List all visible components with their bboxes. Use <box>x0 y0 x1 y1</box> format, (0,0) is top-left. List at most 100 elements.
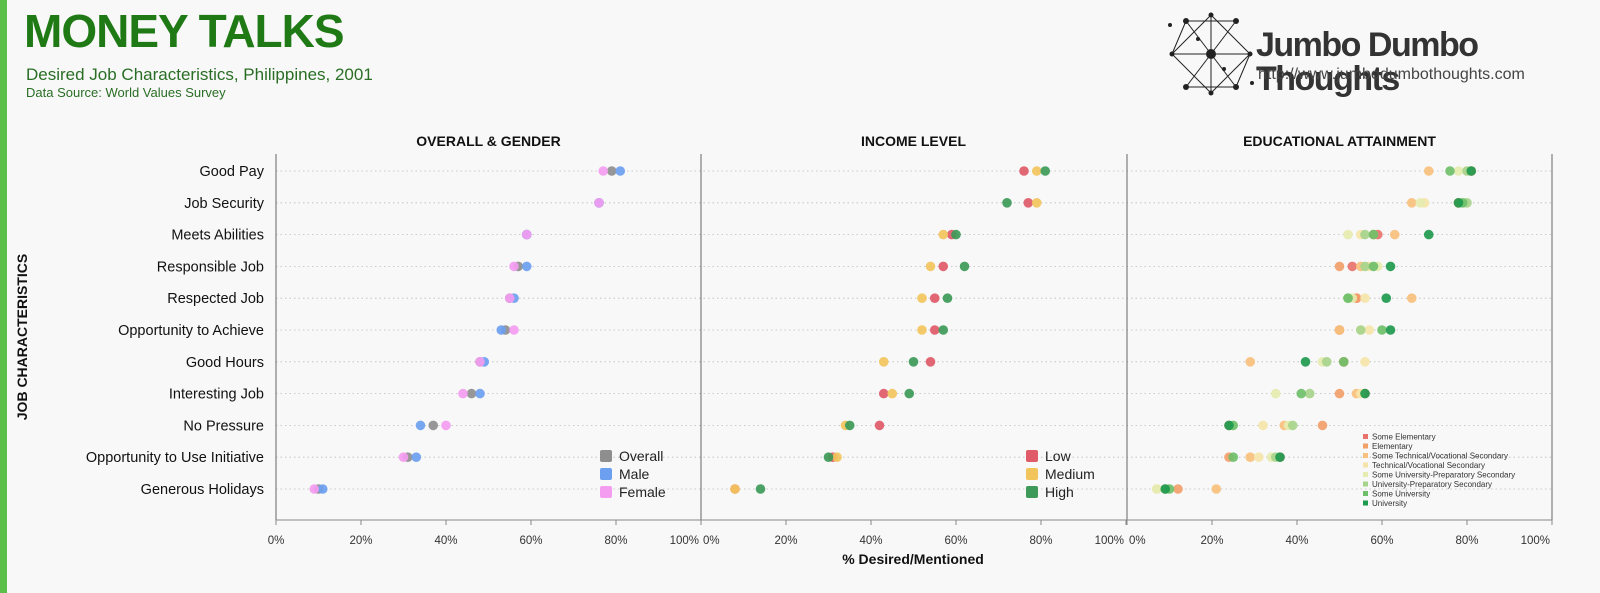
data-point <box>1031 198 1042 208</box>
data-point <box>309 484 320 494</box>
legend-swatch <box>1363 481 1368 487</box>
data-point <box>1406 198 1417 208</box>
data-point <box>1368 229 1379 240</box>
data-point <box>398 452 409 463</box>
legend-swatch <box>600 468 612 480</box>
x-tick-label: 0% <box>1129 535 1146 547</box>
brand-url[interactable]: http://www.jumbodumbothoughts.com <box>1258 66 1525 83</box>
data-point <box>1287 420 1298 431</box>
x-tick-label: 0% <box>268 535 285 547</box>
legend-swatch <box>1026 450 1038 462</box>
data-point <box>1368 261 1379 272</box>
legend-label: Female <box>619 484 666 500</box>
legend-swatch <box>1363 443 1368 449</box>
x-tick-label: 40% <box>434 535 457 547</box>
x-tick-label: 60% <box>519 535 542 547</box>
data-point <box>509 261 519 272</box>
data-point <box>1245 452 1256 463</box>
x-tick-label: 60% <box>944 535 967 547</box>
data-point <box>1258 420 1268 431</box>
category-label: Good Hours <box>186 355 264 371</box>
data-point <box>917 293 927 304</box>
data-point <box>878 388 889 399</box>
data-point <box>1347 261 1358 272</box>
data-point <box>411 452 422 463</box>
data-point <box>1415 198 1426 208</box>
legend-label: Some Technical/Vocational Secondary <box>1372 452 1508 461</box>
data-point <box>1381 293 1392 304</box>
data-point <box>504 293 515 304</box>
data-point <box>428 420 439 431</box>
data-point <box>598 166 609 176</box>
data-point <box>1160 484 1171 494</box>
data-point <box>1423 229 1434 240</box>
legend-swatch <box>1363 472 1368 477</box>
data-point <box>887 388 898 399</box>
data-point <box>521 261 532 272</box>
category-label: Opportunity to Use Initiative <box>86 450 264 466</box>
data-point <box>1321 357 1332 367</box>
legend-label: Some University-Preparatory Secondary <box>1372 471 1515 480</box>
legend-label: Technical/Vocational Secondary <box>1372 461 1485 470</box>
category-label: Opportunity to Achieve <box>118 323 264 339</box>
data-point <box>1002 198 1012 208</box>
data-point <box>832 452 842 463</box>
data-point <box>929 325 940 335</box>
data-point <box>755 484 766 494</box>
data-point <box>1275 452 1285 463</box>
data-point <box>1019 166 1029 176</box>
data-point <box>1423 166 1434 176</box>
data-point <box>1360 229 1370 240</box>
data-point <box>1334 325 1345 335</box>
data-point <box>1453 198 1464 208</box>
data-point <box>1364 325 1375 335</box>
category-label: Responsible Job <box>157 259 264 275</box>
data-point <box>823 452 834 463</box>
data-point <box>1343 293 1353 304</box>
legend-label: Low <box>1045 448 1072 464</box>
data-point <box>1270 388 1281 399</box>
data-point <box>466 388 477 399</box>
legend-swatch <box>1026 486 1038 498</box>
data-point <box>521 229 532 240</box>
data-point <box>1317 420 1328 431</box>
panel-title: EDUCATIONAL ATTAINMENT <box>1243 133 1436 149</box>
data-point <box>1253 452 1264 463</box>
data-point <box>1151 484 1162 494</box>
data-point <box>509 325 519 335</box>
data-point <box>1023 198 1034 208</box>
data-point <box>1360 261 1370 272</box>
data-point <box>1385 261 1396 272</box>
data-point <box>938 325 949 335</box>
legend-label: Some University <box>1372 490 1430 499</box>
category-label: Meets Abilities <box>171 228 264 244</box>
data-point <box>1224 420 1234 431</box>
data-point <box>1445 166 1455 176</box>
legend-swatch <box>600 486 612 498</box>
x-tick-label: 100% <box>1521 535 1550 547</box>
data-point <box>1334 261 1345 272</box>
x-tick-label: 100% <box>1095 535 1124 547</box>
legend-label: High <box>1045 484 1074 500</box>
data-point <box>917 325 927 335</box>
data-point <box>908 357 919 367</box>
data-point <box>1040 166 1051 176</box>
data-point <box>1338 357 1349 367</box>
data-point <box>594 198 604 208</box>
legend-label: Some Elementary <box>1372 433 1436 442</box>
data-point <box>730 484 740 494</box>
brand-name: Jumbo Dumbo Thoughts <box>1256 26 1479 98</box>
data-point <box>1360 293 1370 304</box>
data-point <box>1355 325 1366 335</box>
x-axis-title: % Desired/Mentioned <box>842 551 984 567</box>
legend-swatch <box>1363 491 1368 496</box>
legend-label: Male <box>619 466 650 482</box>
data-point <box>615 166 626 176</box>
brand-logo-icon <box>1168 12 1254 96</box>
data-point <box>942 293 953 304</box>
x-tick-label: 20% <box>774 535 797 547</box>
data-point <box>1334 388 1345 399</box>
data-point <box>1466 166 1477 176</box>
x-tick-label: 20% <box>1200 535 1223 547</box>
